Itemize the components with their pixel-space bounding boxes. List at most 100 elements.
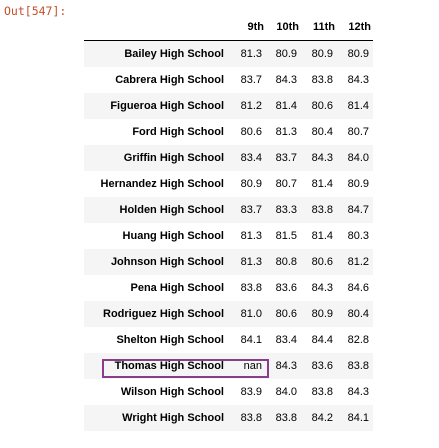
dataframe-table: 9th 10th 11th 12th Bailey High School 81.… bbox=[84, 14, 373, 431]
table-row: Figueroa High School 81.2 81.4 80.6 81.4 bbox=[84, 92, 373, 119]
table-row: Wilson High School 83.9 84.0 83.8 84.3 bbox=[84, 378, 373, 405]
table-row: Thomas High School nan 84.3 83.6 83.8 bbox=[84, 352, 373, 379]
cell-11th: 83.8 bbox=[311, 203, 333, 216]
cell-9th: 81.3 bbox=[240, 229, 262, 242]
row-index-school: Bailey High School bbox=[124, 47, 224, 60]
cell-12th: 81.4 bbox=[347, 99, 369, 112]
cell-9th: 80.6 bbox=[240, 125, 262, 138]
cell-12th: 80.7 bbox=[347, 125, 369, 138]
row-index-school: Thomas High School bbox=[114, 359, 224, 372]
cell-12th: 84.6 bbox=[347, 281, 369, 294]
cell-9th: 81.0 bbox=[240, 307, 262, 320]
cell-11th: 84.3 bbox=[311, 151, 333, 164]
cell-12th: 80.4 bbox=[347, 307, 369, 320]
row-index-school: Pena High School bbox=[130, 281, 224, 294]
cell-9th: 81.3 bbox=[240, 47, 262, 60]
column-header-10th: 10th bbox=[266, 14, 301, 41]
cell-10th: 83.7 bbox=[275, 151, 297, 164]
cell-9th: 84.1 bbox=[240, 333, 262, 346]
row-index-school: Wright High School bbox=[122, 411, 224, 424]
column-header-9th: 9th bbox=[232, 14, 266, 41]
table-row: Bailey High School 81.3 80.9 80.9 80.9 bbox=[84, 40, 373, 67]
dataframe-output: 9th 10th 11th 12th Bailey High School 81.… bbox=[84, 14, 434, 431]
cell-10th: 81.4 bbox=[275, 99, 297, 112]
cell-12th: 84.3 bbox=[347, 385, 369, 398]
cell-12th: 80.9 bbox=[347, 177, 369, 190]
cell-11th: 83.8 bbox=[311, 385, 333, 398]
cell-10th: 80.6 bbox=[275, 307, 297, 320]
table-row: Cabrera High School 83.7 84.3 83.8 84.3 bbox=[84, 66, 373, 93]
cell-9th: 83.4 bbox=[240, 151, 262, 164]
row-index-school: Cabrera High School bbox=[115, 73, 224, 86]
cell-10th: 84.3 bbox=[275, 359, 297, 372]
cell-12th: 81.2 bbox=[347, 255, 369, 268]
table-row: Johnson High School 81.3 80.8 80.6 81.2 bbox=[84, 248, 373, 275]
row-index-school: Johnson High School bbox=[110, 255, 224, 268]
row-index-school: Shelton High School bbox=[116, 333, 224, 346]
cell-11th: 83.8 bbox=[311, 73, 333, 86]
row-index-school: Griffin High School bbox=[123, 151, 224, 164]
table-row: Hernandez High School 80.9 80.7 81.4 80.9 bbox=[84, 170, 373, 197]
row-index-school: Hernandez High School bbox=[100, 177, 224, 190]
cell-9th: 83.9 bbox=[240, 385, 262, 398]
cell-12th: 80.9 bbox=[347, 47, 369, 60]
cell-11th: 80.6 bbox=[311, 99, 333, 112]
cell-11th: 80.6 bbox=[311, 255, 333, 268]
table-row: Wright High School 83.8 83.8 84.2 84.1 bbox=[84, 404, 373, 431]
table-header: 9th 10th 11th 12th bbox=[84, 14, 373, 41]
cell-12th: 84.3 bbox=[347, 73, 369, 86]
cell-10th: 80.7 bbox=[275, 177, 297, 190]
cell-11th: 81.4 bbox=[311, 177, 333, 190]
cell-9th: 81.2 bbox=[240, 99, 262, 112]
row-index-school: Ford High School bbox=[132, 125, 224, 138]
cell-12th: 82.8 bbox=[347, 333, 369, 346]
cell-11th: 84.2 bbox=[311, 411, 333, 424]
column-header-12th: 12th bbox=[337, 14, 373, 41]
table-row: Huang High School 81.3 81.5 81.4 80.3 bbox=[84, 222, 373, 249]
cell-9th: 83.8 bbox=[240, 281, 262, 294]
cell-10th: 81.5 bbox=[275, 229, 297, 242]
cell-11th: 80.9 bbox=[311, 307, 333, 320]
column-header-11th: 11th bbox=[301, 14, 337, 41]
cell-11th: 81.4 bbox=[311, 229, 333, 242]
output-prompt: Out[547]: bbox=[4, 4, 67, 18]
cell-11th: 83.6 bbox=[311, 359, 333, 372]
table-body: Bailey High School 81.3 80.9 80.9 80.9 Cabrer… bbox=[84, 40, 373, 431]
cell-10th: 80.8 bbox=[275, 255, 297, 268]
cell-10th: 84.0 bbox=[275, 385, 297, 398]
table-row: Shelton High School 84.1 83.4 84.4 82.8 bbox=[84, 326, 373, 353]
cell-10th: 80.9 bbox=[275, 47, 297, 60]
cell-10th: 83.6 bbox=[275, 281, 297, 294]
cell-9th: 83.7 bbox=[240, 203, 262, 216]
cell-9th: 81.3 bbox=[240, 255, 262, 268]
cell-12th: 84.0 bbox=[347, 151, 369, 164]
cell-11th: 84.3 bbox=[311, 281, 333, 294]
cell-10th: 83.4 bbox=[275, 333, 297, 346]
row-index-school: Figueroa High School bbox=[110, 99, 224, 112]
cell-9th: 83.8 bbox=[240, 411, 262, 424]
index-header bbox=[84, 14, 232, 41]
row-index-school: Wilson High School bbox=[120, 385, 224, 398]
table-row: Pena High School 83.8 83.6 84.3 84.6 bbox=[84, 274, 373, 301]
cell-10th: 83.8 bbox=[275, 411, 297, 424]
cell-9th: nan bbox=[243, 359, 262, 372]
table-row: Griffin High School 83.4 83.7 84.3 84.0 bbox=[84, 144, 373, 171]
cell-9th: 80.9 bbox=[240, 177, 262, 190]
cell-9th: 83.7 bbox=[240, 73, 262, 86]
cell-11th: 84.4 bbox=[311, 333, 333, 346]
cell-11th: 80.9 bbox=[311, 47, 333, 60]
table-row: Rodriguez High School 81.0 80.6 80.9 80.4 bbox=[84, 300, 373, 327]
table-row: Ford High School 80.6 81.3 80.4 80.7 bbox=[84, 118, 373, 145]
cell-10th: 83.3 bbox=[275, 203, 297, 216]
cell-12th: 84.7 bbox=[347, 203, 369, 216]
cell-12th: 83.8 bbox=[347, 359, 369, 372]
table-row: Holden High School 83.7 83.3 83.8 84.7 bbox=[84, 196, 373, 223]
cell-12th: 84.1 bbox=[347, 411, 369, 424]
cell-12th: 80.3 bbox=[347, 229, 369, 242]
cell-10th: 81.3 bbox=[275, 125, 297, 138]
row-index-school: Holden High School bbox=[119, 203, 225, 216]
cell-11th: 80.4 bbox=[311, 125, 333, 138]
header-row: 9th 10th 11th 12th bbox=[84, 14, 373, 41]
cell-10th: 84.3 bbox=[275, 73, 297, 86]
row-index-school: Huang High School bbox=[122, 229, 224, 242]
